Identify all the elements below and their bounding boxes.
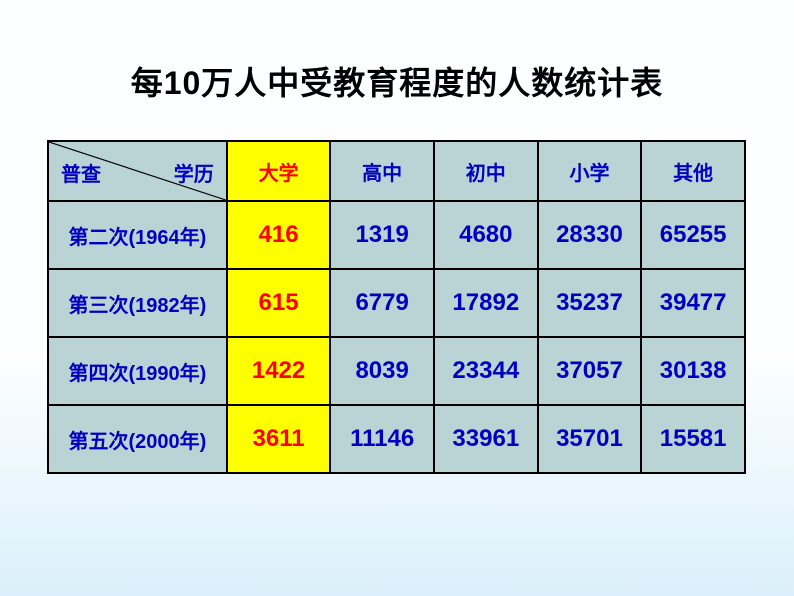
data-cell: 17892 bbox=[434, 269, 538, 337]
corner-cell: 普查 学历 bbox=[48, 141, 227, 201]
corner-label-right: 学历 bbox=[174, 158, 214, 187]
data-cell: 28330 bbox=[538, 201, 642, 269]
col-header-highschool: 高中 bbox=[330, 141, 434, 201]
data-cell: 3611 bbox=[227, 405, 331, 473]
table-row: 第二次(1964年) 416 1319 4680 28330 65255 bbox=[48, 201, 745, 269]
corner-label-left: 普查 bbox=[61, 158, 101, 187]
data-cell: 8039 bbox=[330, 337, 434, 405]
data-cell: 11146 bbox=[330, 405, 434, 473]
row-label: 第五次(2000年) bbox=[48, 405, 227, 473]
data-cell: 23344 bbox=[434, 337, 538, 405]
statistics-table-container: 普查 学历 大学 高中 初中 小学 其他 第二次(1964年) 416 1319… bbox=[47, 140, 746, 474]
row-label: 第三次(1982年) bbox=[48, 269, 227, 337]
statistics-table: 普查 学历 大学 高中 初中 小学 其他 第二次(1964年) 416 1319… bbox=[47, 140, 746, 474]
data-cell: 6779 bbox=[330, 269, 434, 337]
table-row: 第三次(1982年) 615 6779 17892 35237 39477 bbox=[48, 269, 745, 337]
data-cell: 4680 bbox=[434, 201, 538, 269]
table-header-row: 普查 学历 大学 高中 初中 小学 其他 bbox=[48, 141, 745, 201]
data-cell: 15581 bbox=[641, 405, 745, 473]
row-label: 第二次(1964年) bbox=[48, 201, 227, 269]
data-cell: 39477 bbox=[641, 269, 745, 337]
table-row: 第四次(1990年) 1422 8039 23344 37057 30138 bbox=[48, 337, 745, 405]
table-row: 第五次(2000年) 3611 11146 33961 35701 15581 bbox=[48, 405, 745, 473]
data-cell: 65255 bbox=[641, 201, 745, 269]
data-cell: 416 bbox=[227, 201, 331, 269]
data-cell: 1422 bbox=[227, 337, 331, 405]
data-cell: 33961 bbox=[434, 405, 538, 473]
data-cell: 37057 bbox=[538, 337, 642, 405]
row-label: 第四次(1990年) bbox=[48, 337, 227, 405]
data-cell: 35701 bbox=[538, 405, 642, 473]
col-header-university: 大学 bbox=[227, 141, 331, 201]
col-header-middleschool: 初中 bbox=[434, 141, 538, 201]
data-cell: 1319 bbox=[330, 201, 434, 269]
data-cell: 615 bbox=[227, 269, 331, 337]
data-cell: 30138 bbox=[641, 337, 745, 405]
col-header-other: 其他 bbox=[641, 141, 745, 201]
page-title: 每10万人中受教育程度的人数统计表 bbox=[0, 0, 794, 104]
col-header-primary: 小学 bbox=[538, 141, 642, 201]
data-cell: 35237 bbox=[538, 269, 642, 337]
